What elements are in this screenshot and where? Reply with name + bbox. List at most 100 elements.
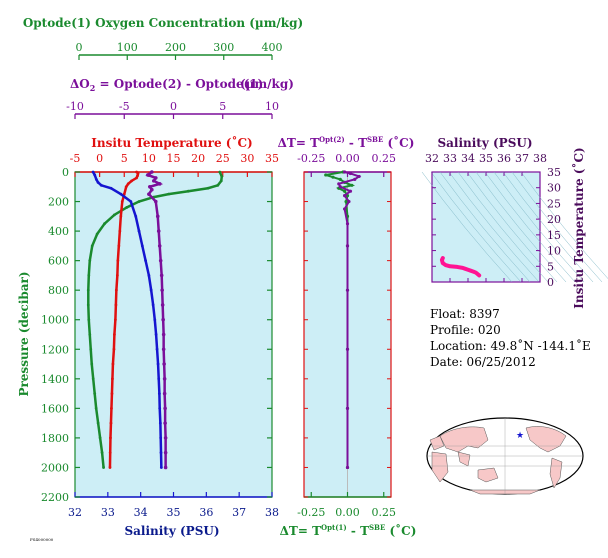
salinity-profile-point — [149, 288, 153, 292]
oxygen-profile-point — [186, 189, 190, 193]
salinity-profile-point — [91, 170, 95, 174]
oxygen-profile-point — [91, 377, 95, 381]
delta-t-bottom-label: ΔT= TOpt(1) - TSBE (˚C) — [280, 523, 417, 538]
delta-t-opt1-point — [338, 177, 342, 181]
ts-temperature-tick-label: 0 — [547, 276, 554, 289]
delta-o2-tick-label: 10 — [265, 100, 279, 113]
temperature-tick-label: 25 — [216, 152, 230, 165]
delta-t-bottom-tick-label: 0.00 — [335, 506, 360, 519]
temperature-profile-point — [136, 172, 140, 175]
ts-density-contour — [439, 171, 531, 283]
ts-salinity-tick-label: 36 — [497, 152, 511, 165]
ts-axes: 32 33 34 35 36 37 38 0 5 10 15 20 25 30 35 — [425, 152, 561, 289]
delta-t-opt2-point — [345, 406, 350, 410]
delta-o2-profile-point — [160, 303, 165, 307]
delta-o2-profile-point — [152, 179, 156, 183]
delta-t-opt1-point — [350, 183, 354, 187]
temperature-profile-point — [136, 174, 139, 178]
oxygen-axis: 0 100 200 300 400 — [76, 41, 283, 60]
ts-density-contour — [484, 171, 576, 283]
info-profile: Profile: 020 — [430, 323, 501, 337]
temperature-profile-point — [126, 182, 130, 186]
delta-o2-profile-point — [157, 182, 162, 186]
delta-o2-profile-point — [163, 465, 168, 470]
temperature-profile-point — [118, 229, 122, 233]
ts-density-contour — [511, 171, 603, 283]
oxygen-profile-point — [218, 170, 222, 174]
temperature-profile-point — [112, 347, 116, 351]
salinity-profile-point — [96, 180, 100, 184]
map-graticule — [428, 418, 582, 494]
oxygen-profile-point — [87, 318, 91, 322]
delta-t-opt2-point — [343, 207, 347, 211]
oxygen-profile-point — [206, 186, 210, 190]
delta-t-opt2-point — [345, 347, 350, 351]
salinity-profile-point — [144, 259, 147, 263]
landmass-australia — [477, 467, 499, 483]
oxygen-tick-label: 0 — [76, 41, 83, 54]
salinity-profile-point — [154, 333, 158, 336]
ts-density-contour — [520, 171, 608, 280]
delta-o2-profile-point — [162, 362, 166, 366]
oxygen-profile-point — [100, 451, 104, 455]
oxygen-axis-label: Optode(1) Oxygen Concentration (µm/kg) — [23, 16, 303, 30]
delta-o2-tick-label: -10 — [66, 100, 84, 113]
ts-point — [471, 270, 475, 274]
oxygen-profile-point — [87, 274, 91, 277]
delta-o2-profile-point — [163, 436, 168, 440]
delta-o2-axis: -10 -5 0 5 10 — [66, 100, 279, 119]
salinity-tick-label: 37 — [232, 506, 246, 519]
delta-t-opt2-point — [345, 288, 350, 292]
delta-o2-profile-point — [156, 229, 161, 233]
delta-o2-profile-point — [157, 244, 162, 248]
delta-o2-profile-point — [161, 347, 166, 352]
pressure-axis-label: Pressure (decibar) — [17, 271, 31, 396]
oxygen-profile-point — [90, 244, 94, 248]
temperature-profile-point — [120, 200, 124, 203]
landmass-north-america — [525, 426, 567, 453]
pressure-tick-label: 200 — [48, 196, 69, 209]
delta-t-opt2-point — [353, 177, 357, 181]
ts-density-contour — [448, 171, 540, 283]
ts-salinity-tick-label: 38 — [533, 152, 547, 165]
pressure-tick-label: 1800 — [41, 432, 69, 445]
temperature-profile-point — [111, 362, 115, 366]
delta-o2-profile-point — [150, 187, 154, 192]
pressure-tick-label: 1000 — [41, 314, 69, 327]
ts-point — [466, 268, 470, 272]
info-float: Float: 8397 — [430, 307, 500, 321]
oxygen-profile-point — [220, 175, 224, 178]
salinity-profile-point — [109, 186, 113, 190]
ts-salinity-tick-label: 35 — [479, 152, 493, 165]
delta-t-top-tick-label: 0.25 — [372, 152, 397, 165]
salinity-profile-point — [155, 347, 159, 351]
delta-t-opt2-point — [345, 222, 350, 226]
ts-salinity-tick-label: 32 — [425, 152, 439, 165]
salinity-profile-point — [151, 303, 155, 307]
ts-temperature-tick-label: 20 — [547, 213, 561, 226]
oxygen-profile-point — [86, 288, 90, 292]
delta-o2-profile-point — [153, 176, 158, 180]
profile-panel — [74, 171, 273, 498]
oxygen-profile-point — [86, 303, 90, 307]
oxygen-profile-point — [167, 192, 170, 196]
ts-point — [461, 266, 465, 270]
salinity-profile-point — [157, 392, 161, 395]
salinity-profile-point — [94, 177, 98, 181]
salinity-axis-label: Salinity (PSU) — [124, 524, 219, 538]
footer-tag: FS4000000 — [30, 537, 54, 542]
temperature-axis-label: Insitu Temperature (˚C) — [91, 135, 252, 150]
world-map: ★ — [426, 417, 584, 495]
temperature-profile-point — [113, 318, 117, 322]
delta-t-opt2-point — [357, 174, 361, 179]
ts-density-contour — [457, 171, 549, 283]
delta-o2-profile-point — [162, 391, 167, 396]
ts-temperature-tick-label: 35 — [547, 166, 561, 179]
delta-o2-profile-point — [159, 273, 164, 278]
ts-salinity-label: Salinity (PSU) — [437, 136, 532, 150]
temperature-profile-point — [109, 436, 112, 440]
ts-density-contour — [466, 171, 558, 283]
ts-temperature-tick-label: 15 — [547, 229, 561, 242]
